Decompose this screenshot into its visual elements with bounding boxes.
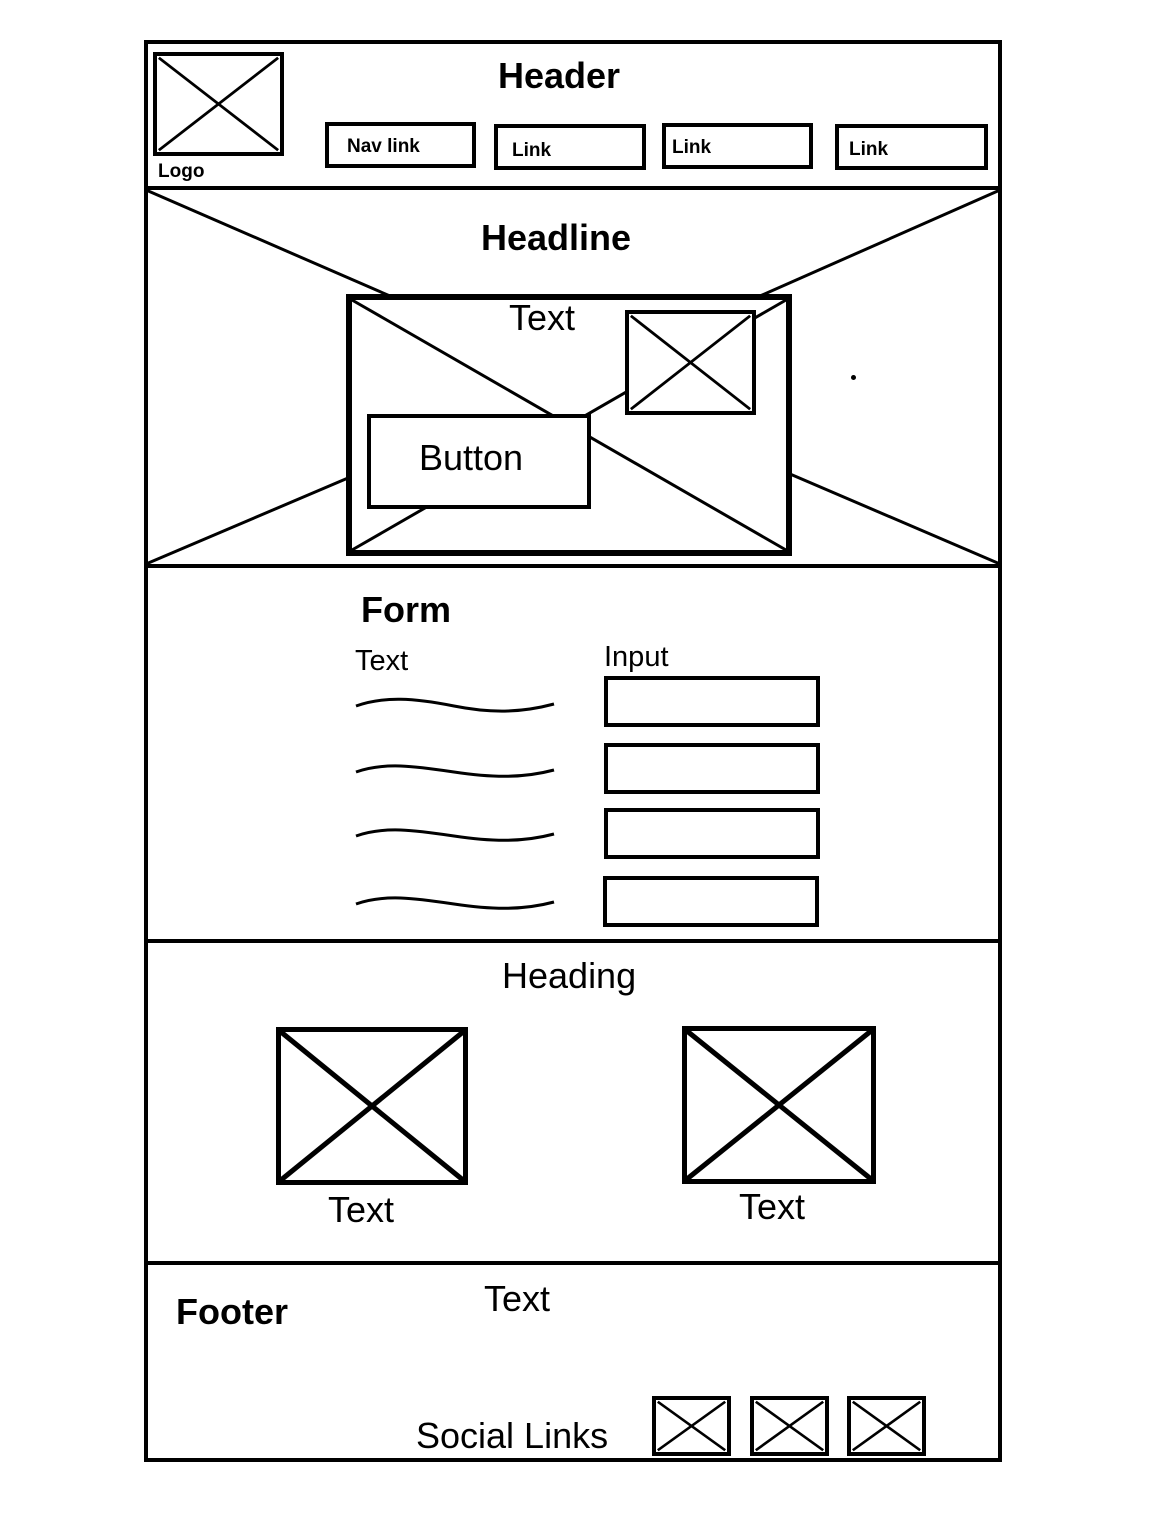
form-label-placeholder-1 [355, 697, 555, 713]
gallery-image-1-icon[interactable] [276, 1027, 468, 1185]
nav-link-2[interactable]: Link [494, 124, 646, 170]
form-title: Form [361, 589, 451, 630]
wireframe-frame [144, 40, 1002, 1462]
form-label-placeholder-2 [355, 764, 555, 778]
social-link-1-icon[interactable] [652, 1396, 731, 1456]
nav-link-3[interactable]: Link [662, 123, 813, 169]
hero-small-image-icon [625, 310, 756, 415]
form-input-column-label: Input [604, 641, 669, 673]
hero-button-label: Button [419, 437, 524, 478]
social-link-2-icon[interactable] [750, 1396, 829, 1456]
logo-label: Logo [158, 161, 205, 182]
hero-button[interactable]: Button [367, 414, 591, 509]
form-input-2[interactable] [604, 743, 820, 794]
gallery-caption-1: Text [328, 1189, 395, 1230]
hero-divider [144, 564, 1002, 568]
form-divider [144, 939, 1002, 943]
form-input-field-4[interactable] [607, 880, 815, 923]
form-input-field-3[interactable] [608, 812, 816, 855]
social-link-3-icon[interactable] [847, 1396, 926, 1456]
nav-link-4[interactable]: Link [835, 124, 988, 170]
form-input-field-2[interactable] [608, 747, 816, 790]
header-divider [144, 186, 1002, 190]
hero-headline: Headline [481, 217, 632, 258]
form-input-3[interactable] [604, 808, 820, 859]
stray-dot [851, 375, 856, 380]
gallery-divider [144, 1261, 1002, 1265]
logo-placeholder-icon[interactable] [153, 52, 284, 156]
footer-title: Footer [176, 1291, 288, 1332]
form-label-placeholder-4 [355, 896, 555, 910]
gallery-caption-2: Text [739, 1186, 806, 1227]
gallery-heading: Heading [502, 955, 637, 996]
footer-text: Text [484, 1278, 551, 1319]
nav-link-1[interactable]: Nav link [325, 122, 476, 168]
social-links-label: Social Links [416, 1415, 609, 1456]
form-input-4[interactable] [603, 876, 819, 927]
form-input-1[interactable] [604, 676, 820, 727]
form-label-placeholder-3 [355, 828, 555, 842]
gallery-image-2-icon[interactable] [682, 1026, 876, 1184]
form-input-field-1[interactable] [608, 680, 816, 723]
hero-text: Text [509, 297, 576, 338]
form-text-column-label: Text [355, 645, 409, 677]
hero-background-image-icon [145, 188, 1001, 566]
header-title: Header [498, 55, 621, 96]
